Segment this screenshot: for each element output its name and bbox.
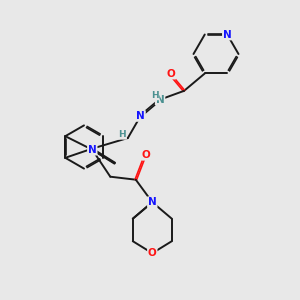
Text: N: N (156, 94, 164, 105)
Text: H: H (151, 91, 158, 100)
Text: N: N (223, 29, 232, 40)
Text: N: N (148, 197, 157, 207)
Text: O: O (142, 150, 151, 160)
Text: O: O (148, 248, 157, 258)
Text: N: N (136, 111, 145, 121)
Text: O: O (167, 69, 176, 79)
Text: H: H (118, 130, 126, 139)
Text: N: N (88, 145, 97, 155)
